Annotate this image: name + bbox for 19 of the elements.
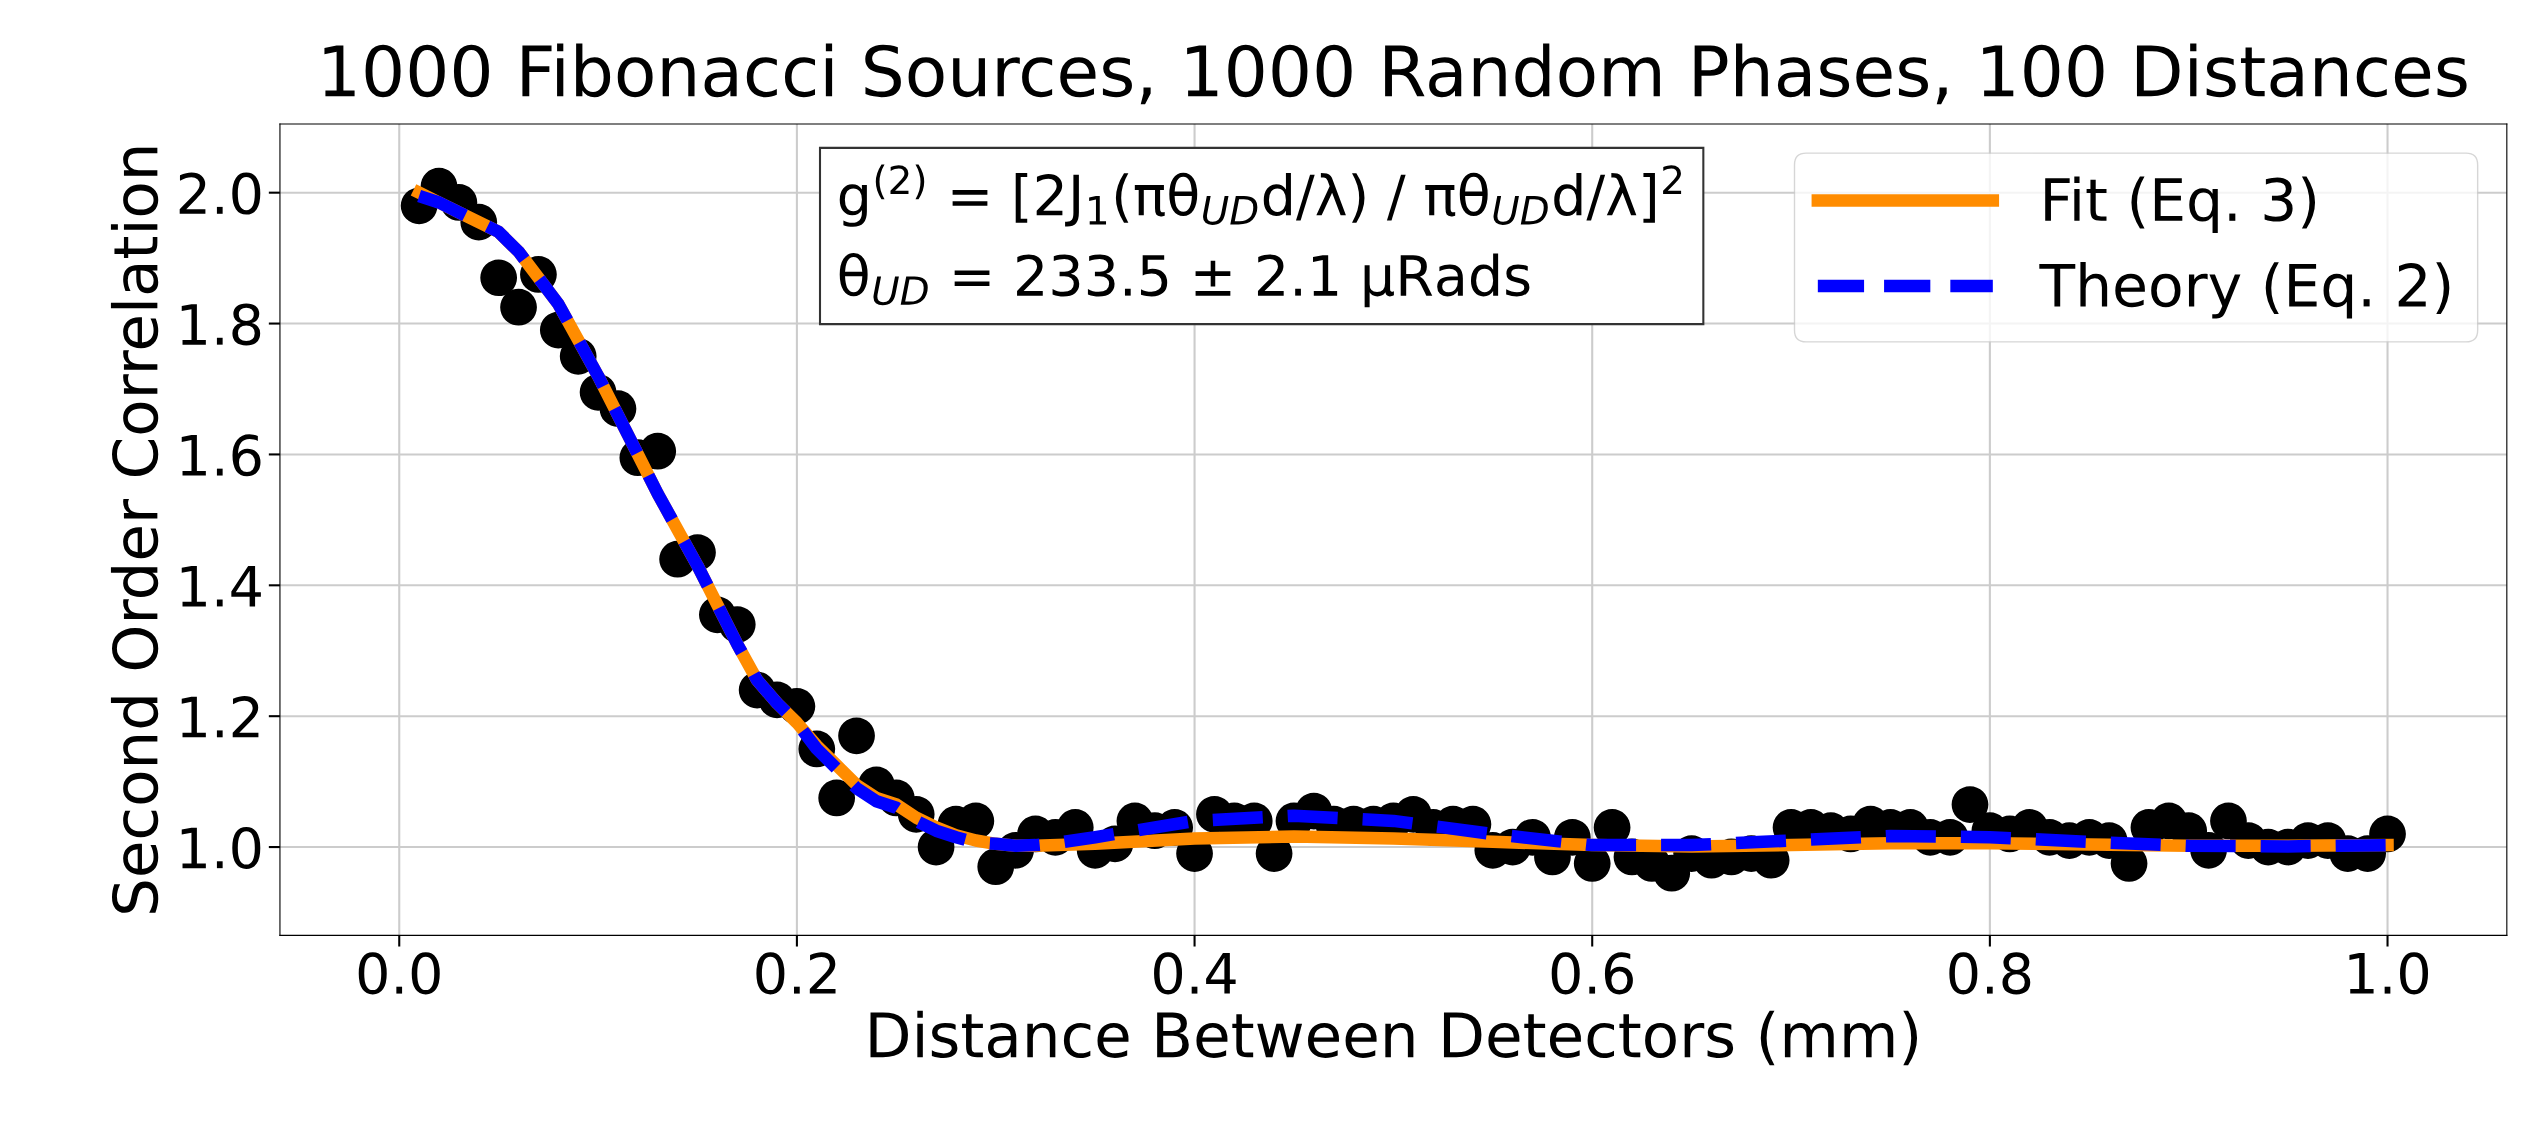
legend-label: Theory (Eq. 2) [2039,262,2450,319]
y-axis-title: Second Order Correlation [110,147,159,913]
y-tick-label: 1.6 [181,434,261,477]
x-tick-label: 0.6 [1551,952,1633,995]
y-tick-label: 1.8 [181,303,261,346]
text: g$^{(2)}$ = [2J$_{1}$(πθ$_{UD}$d/λ) / πθ$_{UD}$d/λ]$^{2}$ [839,164,1682,227]
x-tick-label: 1.0 [2349,952,2429,995]
x-tick-label: 0.0 [358,952,440,995]
annotation: θ$_{UD}$ = 233.5 ± 2.1 μRads [839,252,1530,308]
x-tick-label: 0.4 [1154,952,1236,995]
x-tick-label: 0.2 [756,952,836,995]
x-axis-title: Distance Between Detectors (mm) [870,1010,1918,1066]
chart-title: 1000 Fibonacci Sources, 1000 Random Phases, 100 Distances [324,43,2467,105]
x-tick-label: 0.8 [1949,952,2031,995]
y-tick-label: 1.0 [181,826,261,869]
y-tick-label: 2.0 [179,172,261,215]
legend-label: Fit (Eq. 3) [2045,176,2316,233]
y-tick-label: 1.2 [181,696,259,738]
y-tick-label: 1.4 [181,565,261,607]
